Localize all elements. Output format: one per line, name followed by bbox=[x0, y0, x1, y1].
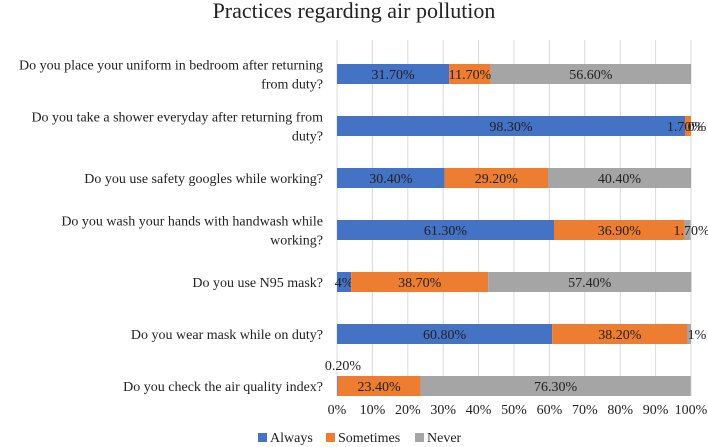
x-tick-label: 100% bbox=[675, 403, 708, 418]
data-label: 61.30% bbox=[424, 224, 468, 239]
x-tick-label: 20% bbox=[395, 403, 421, 418]
data-label: 56.60% bbox=[569, 68, 613, 83]
chart-title: Practices regarding air pollution bbox=[213, 0, 496, 23]
x-tick-label: 30% bbox=[430, 403, 456, 418]
data-label: 60.80% bbox=[423, 328, 467, 343]
x-tick-label: 50% bbox=[501, 403, 527, 418]
bar-never bbox=[420, 376, 691, 396]
legend-label: Always bbox=[270, 431, 313, 446]
data-label: 0.20% bbox=[325, 359, 362, 374]
x-tick-label: 90% bbox=[643, 403, 669, 418]
data-label: 36.90% bbox=[598, 224, 642, 239]
legend-swatch-always bbox=[258, 433, 267, 442]
bar-always bbox=[337, 376, 338, 396]
data-label: 31.70% bbox=[372, 68, 416, 83]
data-label: 40.40% bbox=[598, 172, 642, 187]
category-label: Do you wear mask while on duty? bbox=[131, 328, 323, 343]
legend-swatch-sometimes bbox=[326, 433, 335, 442]
data-label: 76.30% bbox=[534, 380, 578, 395]
data-label: 4% bbox=[335, 276, 354, 291]
bar-sometimes bbox=[449, 64, 491, 84]
data-label: 30.40% bbox=[369, 172, 413, 187]
x-tick-label: 60% bbox=[537, 403, 563, 418]
data-label: 29.20% bbox=[475, 172, 519, 187]
x-tick-label: 40% bbox=[466, 403, 492, 418]
legend-label: Sometimes bbox=[338, 431, 400, 446]
bar-sometimes bbox=[684, 116, 691, 136]
category-label: Do you use N95 mask? bbox=[192, 276, 323, 291]
bar-always bbox=[337, 324, 553, 344]
x-tick-label: 80% bbox=[607, 403, 633, 418]
bar-sometimes bbox=[552, 324, 688, 344]
category-label: Do you check the air quality index? bbox=[123, 380, 323, 395]
data-label: 23.40% bbox=[358, 380, 402, 395]
bar-sometimes bbox=[444, 168, 548, 188]
category-label: Do you use safety googles while working? bbox=[84, 172, 323, 187]
data-label: 38.20% bbox=[598, 328, 642, 343]
x-tick-label: 70% bbox=[572, 403, 598, 418]
bar-never bbox=[488, 272, 692, 292]
legend-swatch-never bbox=[415, 433, 424, 442]
legend: Always Sometimes Never bbox=[258, 431, 462, 446]
bar-always bbox=[337, 168, 445, 188]
x-tick-label: 0% bbox=[328, 403, 347, 418]
bar-never bbox=[547, 168, 691, 188]
category-label: Do you wash your hands with handwash whi… bbox=[61, 215, 323, 230]
category-label: from duty? bbox=[261, 78, 323, 93]
data-label: 57.40% bbox=[568, 276, 612, 291]
bar-never bbox=[490, 64, 691, 84]
bar-never bbox=[684, 220, 691, 240]
data-label: 1% bbox=[688, 328, 707, 343]
plot-area: 0% 10% 20% 30% 40% 50% 60% 70% 80% 90% 100% Do you … bbox=[19, 40, 708, 418]
bar-sometimes bbox=[337, 376, 421, 396]
legend-label: Never bbox=[427, 431, 462, 446]
data-label: 1.70% bbox=[667, 120, 704, 135]
bar-always bbox=[337, 272, 352, 292]
bar-sometimes bbox=[351, 272, 489, 292]
x-tick-label: 10% bbox=[360, 403, 386, 418]
data-label: 98.30% bbox=[489, 120, 533, 135]
bar-always bbox=[337, 64, 450, 84]
bar-never bbox=[687, 324, 691, 344]
category-label: working? bbox=[270, 234, 323, 249]
category-label: Do you take a shower everyday after retu… bbox=[31, 111, 323, 126]
bar-always bbox=[337, 220, 555, 240]
bar-sometimes bbox=[554, 220, 685, 240]
data-label: 38.70% bbox=[398, 276, 442, 291]
bar-always bbox=[337, 116, 685, 136]
category-label: Do you place your uniform in bedroom aft… bbox=[19, 59, 323, 74]
category-label: duty? bbox=[292, 130, 323, 145]
data-label: 11.70% bbox=[449, 68, 492, 83]
data-label: 0% bbox=[688, 120, 707, 135]
data-label: 1.70% bbox=[674, 224, 708, 239]
